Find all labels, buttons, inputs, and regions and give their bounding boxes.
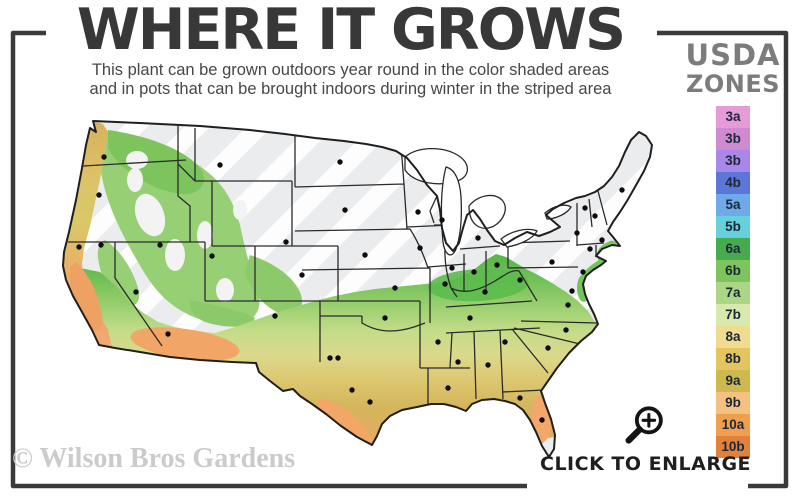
zone-swatch-8a: 8a	[716, 326, 750, 348]
city-dot	[563, 327, 569, 333]
city-dot	[455, 359, 461, 365]
city-dot	[467, 315, 473, 321]
city-dot	[415, 209, 421, 215]
city-dot	[101, 154, 107, 160]
city-dot	[435, 339, 441, 345]
zone-swatch-3a: 3a	[716, 106, 750, 128]
city-dot	[517, 277, 523, 283]
legend-title-usda: USDA	[685, 38, 781, 72]
city-dot	[98, 242, 104, 248]
us-outline	[62, 120, 653, 458]
city-dot	[335, 355, 341, 361]
city-dot	[549, 259, 555, 265]
city-dot	[133, 289, 139, 295]
city-dot	[592, 213, 598, 219]
city-dot	[367, 399, 373, 405]
city-dot	[445, 385, 451, 391]
subtitle-line2: and in pots that can be brought indoors …	[89, 80, 612, 98]
city-dot	[327, 355, 333, 361]
city-dot	[337, 159, 343, 165]
city-dot	[165, 331, 171, 337]
city-dot	[283, 239, 289, 245]
city-dot	[382, 315, 388, 321]
city-dot	[565, 302, 571, 308]
city-dot	[449, 265, 455, 271]
city-dots	[76, 154, 625, 423]
state-boundaries	[68, 126, 608, 404]
city-dot	[272, 313, 278, 319]
zone-swatch-10b: 10b	[716, 436, 750, 458]
city-dot	[392, 285, 398, 291]
zone-swatch-10a: 10a	[716, 414, 750, 436]
city-dot	[545, 345, 551, 351]
city-dot	[342, 207, 348, 213]
header: WHERE IT GROWS This plant can be grown o…	[28, 0, 673, 99]
city-dot	[587, 246, 593, 252]
city-dot	[485, 362, 491, 368]
city-dot	[157, 242, 163, 248]
city-dot	[517, 395, 523, 401]
enlarge-label[interactable]: CLICK TO ENLARGE	[540, 453, 752, 475]
city-dot	[417, 245, 423, 251]
city-dot	[439, 217, 445, 223]
city-dot	[362, 252, 368, 258]
city-dot	[580, 269, 586, 275]
zone-swatch-7a: 7a	[716, 282, 750, 304]
zone-swatch-5b: 5b	[716, 216, 750, 238]
city-dot	[209, 253, 215, 259]
city-dot	[482, 289, 488, 295]
legend-title-zones: ZONES	[685, 70, 781, 98]
subtitle: This plant can be grown outdoors year ro…	[28, 61, 673, 99]
zone-swatch-4b: 4b	[716, 172, 750, 194]
city-dot	[96, 192, 102, 198]
city-dot	[539, 417, 545, 423]
click-to-enlarge[interactable]: CLICK TO ENLARGE	[540, 403, 752, 475]
great-lakes	[404, 147, 572, 256]
zone-swatch-6b: 6b	[716, 260, 750, 282]
zone-swatch-3b: 3b	[716, 128, 750, 150]
city-dot	[471, 269, 477, 275]
city-dot	[599, 237, 605, 243]
subtitle-line1: This plant can be grown outdoors year ro…	[91, 61, 610, 79]
city-dot	[619, 187, 625, 193]
city-dot	[582, 205, 588, 211]
magnifier-zoom-icon[interactable]	[619, 403, 671, 453]
zone-swatch-9a: 9a	[716, 370, 750, 392]
city-dot	[442, 281, 448, 287]
zone-swatch-7b: 7b	[716, 304, 750, 326]
usda-zones-legend: USDA ZONES 3a 3b 3b 4b 5a 5b 6a 6b 7a 7b 8a 8b 9a 9b 1…	[682, 40, 784, 458]
city-dot	[349, 387, 355, 393]
usda-zones-list: 3a 3b 3b 4b 5a 5b 6a 6b 7a 7b 8a 8b 9a 9b 10a 10b	[682, 106, 784, 458]
city-dot	[475, 235, 481, 241]
zone-swatch-9b: 9b	[716, 392, 750, 414]
zone-swatch-3b: 3b	[716, 150, 750, 172]
city-dot	[217, 162, 223, 168]
city-dot	[299, 272, 305, 278]
city-dot	[569, 288, 575, 294]
city-dot	[76, 244, 82, 250]
frame-border	[10, 30, 789, 489]
city-dot	[494, 262, 500, 268]
zone-swatch-6a: 6a	[716, 238, 750, 260]
page-title: WHERE IT GROWS	[76, 0, 626, 63]
watermark: © Wilson Bros Gardens	[12, 443, 296, 474]
city-dot	[502, 339, 508, 345]
zone-swatch-8b: 8b	[716, 348, 750, 370]
zone-swatch-5a: 5a	[716, 194, 750, 216]
city-dot	[574, 230, 580, 236]
